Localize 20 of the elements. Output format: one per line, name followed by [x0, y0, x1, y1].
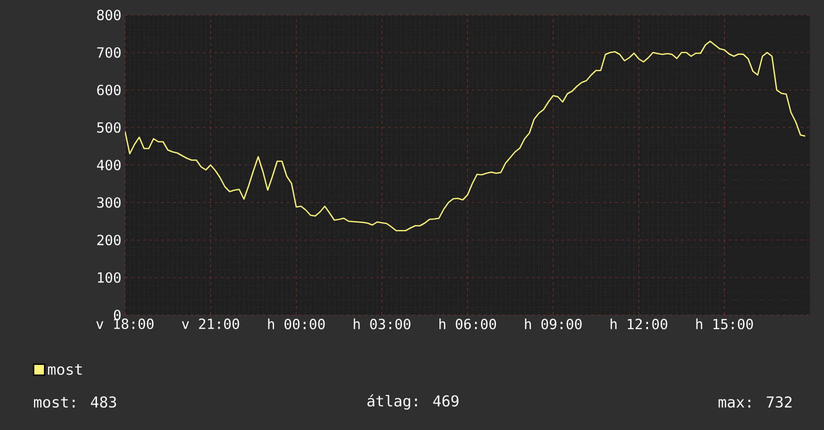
x-tick-label: h 09:00	[525, 318, 582, 330]
y-tick-label: 300	[97, 197, 121, 208]
x-tick-label: h 12:00	[610, 318, 668, 330]
x-tick-label: h 15:00	[696, 318, 753, 330]
x-tick-label: v 18:00	[96, 318, 154, 330]
y-tick-label: 600	[97, 84, 121, 96]
y-tick-label: 500	[97, 122, 121, 133]
x-tick-label: h 00:00	[268, 318, 325, 330]
y-tick-label: 200	[97, 234, 121, 246]
x-tick-label: h 06:00	[439, 318, 496, 330]
y-tick-label: 700	[97, 47, 121, 58]
x-tick-label: v 21:00	[182, 318, 240, 330]
text: most: 483	[34, 396, 116, 408]
y-tick-label: 400	[96, 160, 121, 170]
y-tick-label: 100	[98, 272, 121, 283]
y-tick-label: 800	[97, 10, 121, 20]
legend-label: most	[48, 364, 82, 375]
text: átlag: 469	[367, 394, 458, 410]
x-tick-label: h 03:00	[354, 318, 410, 330]
text: max: 732	[718, 396, 792, 408]
